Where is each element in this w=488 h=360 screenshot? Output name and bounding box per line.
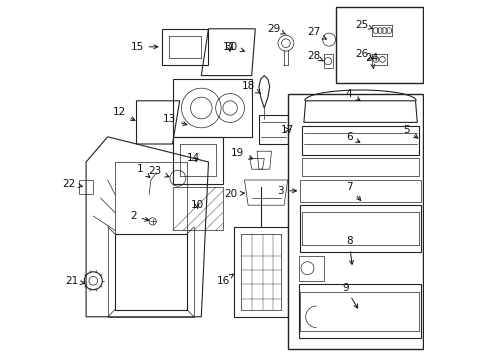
Text: 2: 2 [130,211,149,221]
Text: 8: 8 [345,236,353,264]
Text: 20: 20 [224,189,244,199]
Text: 14: 14 [186,153,200,163]
Text: 27: 27 [306,27,325,39]
Text: 12: 12 [112,107,135,121]
Text: 25: 25 [355,20,371,30]
Text: 4: 4 [345,89,359,100]
Text: 28: 28 [306,51,323,61]
Text: 10: 10 [190,200,203,210]
Text: 24: 24 [365,53,378,68]
Text: 19: 19 [231,148,252,159]
Text: 17: 17 [280,125,293,135]
Text: 29: 29 [267,24,285,34]
Text: 23: 23 [148,166,168,177]
Text: 7: 7 [345,182,360,201]
Text: 22: 22 [62,179,82,189]
Text: 21: 21 [65,276,84,286]
Text: 5: 5 [402,125,417,138]
Text: 13: 13 [163,114,186,125]
Text: 6: 6 [345,132,359,142]
Text: 3: 3 [277,186,296,196]
Text: 1: 1 [137,164,149,177]
Text: 15: 15 [130,42,158,52]
Text: 16: 16 [216,274,233,286]
Text: 18: 18 [242,81,260,94]
Text: 9: 9 [342,283,357,308]
Text: 30: 30 [224,42,244,52]
Text: 11: 11 [223,42,236,52]
Text: 26: 26 [355,49,372,59]
